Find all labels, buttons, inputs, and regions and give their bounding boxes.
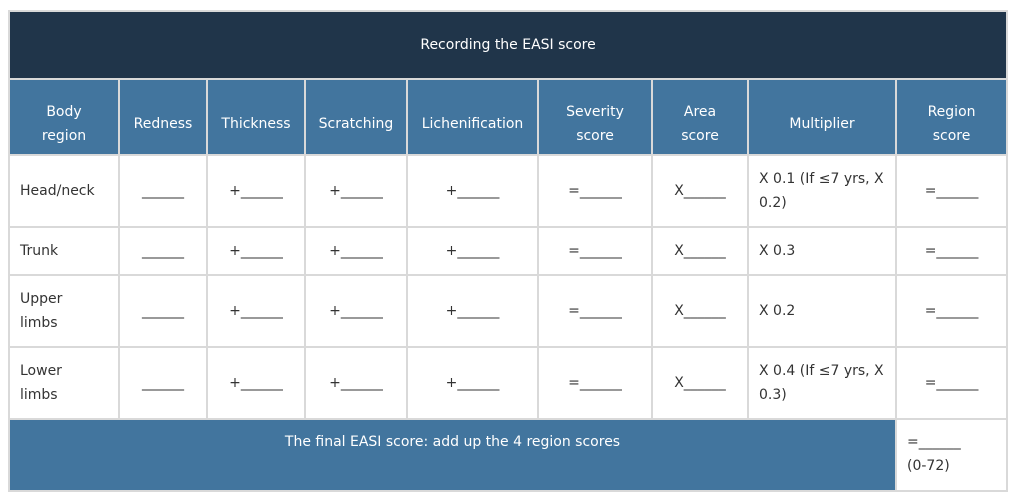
final-score-cell: =______ (0-72)	[894, 418, 1009, 492]
area-blank: X______	[651, 274, 749, 348]
thickness-blank: +______	[206, 154, 306, 228]
final-score-label: The final EASI score: add up the 4 regio…	[8, 418, 897, 492]
header-multiplier: Multiplier	[747, 78, 897, 156]
area-blank: X______	[651, 226, 749, 276]
redness-blank: ______	[118, 346, 208, 420]
final-score-blank: =______	[907, 434, 961, 450]
multiplier-value: X 0.1 (If ≤7 yrs, X 0.2)	[747, 154, 897, 228]
lichenification-blank: +______	[406, 346, 539, 420]
header-region-score: Region score	[894, 78, 1009, 156]
header-severity-score: Severity score	[537, 78, 653, 156]
header-body-region: Body region	[8, 78, 120, 156]
lichenification-blank: +______	[406, 274, 539, 348]
region-label: Lower limbs	[8, 346, 120, 420]
severity-blank: =______	[537, 226, 653, 276]
severity-blank: =______	[537, 274, 653, 348]
header-lichenification: Lichenification	[406, 78, 539, 156]
region-score-blank: =______	[894, 274, 1009, 348]
header-scratching: Scratching	[304, 78, 408, 156]
easi-score-table: Recording the EASI score Body region Redn…	[7, 10, 1009, 492]
scratching-blank: +______	[304, 274, 408, 348]
table-title: Recording the EASI score	[7, 10, 1009, 80]
scratching-blank: +______	[304, 346, 408, 420]
multiplier-value: X 0.3	[747, 226, 897, 276]
table-row-trunk: Trunk ______ +______ +______ +______ =__…	[8, 226, 1009, 276]
redness-blank: ______	[118, 274, 208, 348]
header-thickness: Thickness	[206, 78, 306, 156]
table-row-upper-limbs: Upper limbs ______ +______ +______ +_____…	[8, 274, 1009, 348]
multiplier-value: X 0.2	[747, 274, 897, 348]
table-row-lower-limbs: Lower limbs ______ +______ +______ +_____…	[8, 346, 1009, 420]
region-label: Upper limbs	[8, 274, 120, 348]
severity-blank: =______	[537, 154, 653, 228]
table-row-head-neck: Head/neck ______ +______ +______ +______…	[8, 154, 1009, 228]
header-row: Body region Redness Thickness Scratching …	[8, 78, 1009, 156]
area-blank: X______	[651, 346, 749, 420]
area-blank: X______	[651, 154, 749, 228]
final-score-range: (0-72)	[907, 458, 950, 474]
redness-blank: ______	[118, 154, 208, 228]
region-score-blank: =______	[894, 346, 1009, 420]
severity-blank: =______	[537, 346, 653, 420]
lichenification-blank: +______	[406, 154, 539, 228]
redness-blank: ______	[118, 226, 208, 276]
lichenification-blank: +______	[406, 226, 539, 276]
region-score-blank: =______	[894, 226, 1009, 276]
header-area-score: Area score	[651, 78, 749, 156]
thickness-blank: +______	[206, 226, 306, 276]
thickness-blank: +______	[206, 346, 306, 420]
region-label: Head/neck	[8, 154, 120, 228]
scratching-blank: +______	[304, 154, 408, 228]
header-redness: Redness	[118, 78, 208, 156]
multiplier-value: X 0.4 (If ≤7 yrs, X 0.3)	[747, 346, 897, 420]
region-score-blank: =______	[894, 154, 1009, 228]
scratching-blank: +______	[304, 226, 408, 276]
footer-row: The final EASI score: add up the 4 regio…	[8, 418, 1009, 492]
thickness-blank: +______	[206, 274, 306, 348]
region-label: Trunk	[8, 226, 120, 276]
